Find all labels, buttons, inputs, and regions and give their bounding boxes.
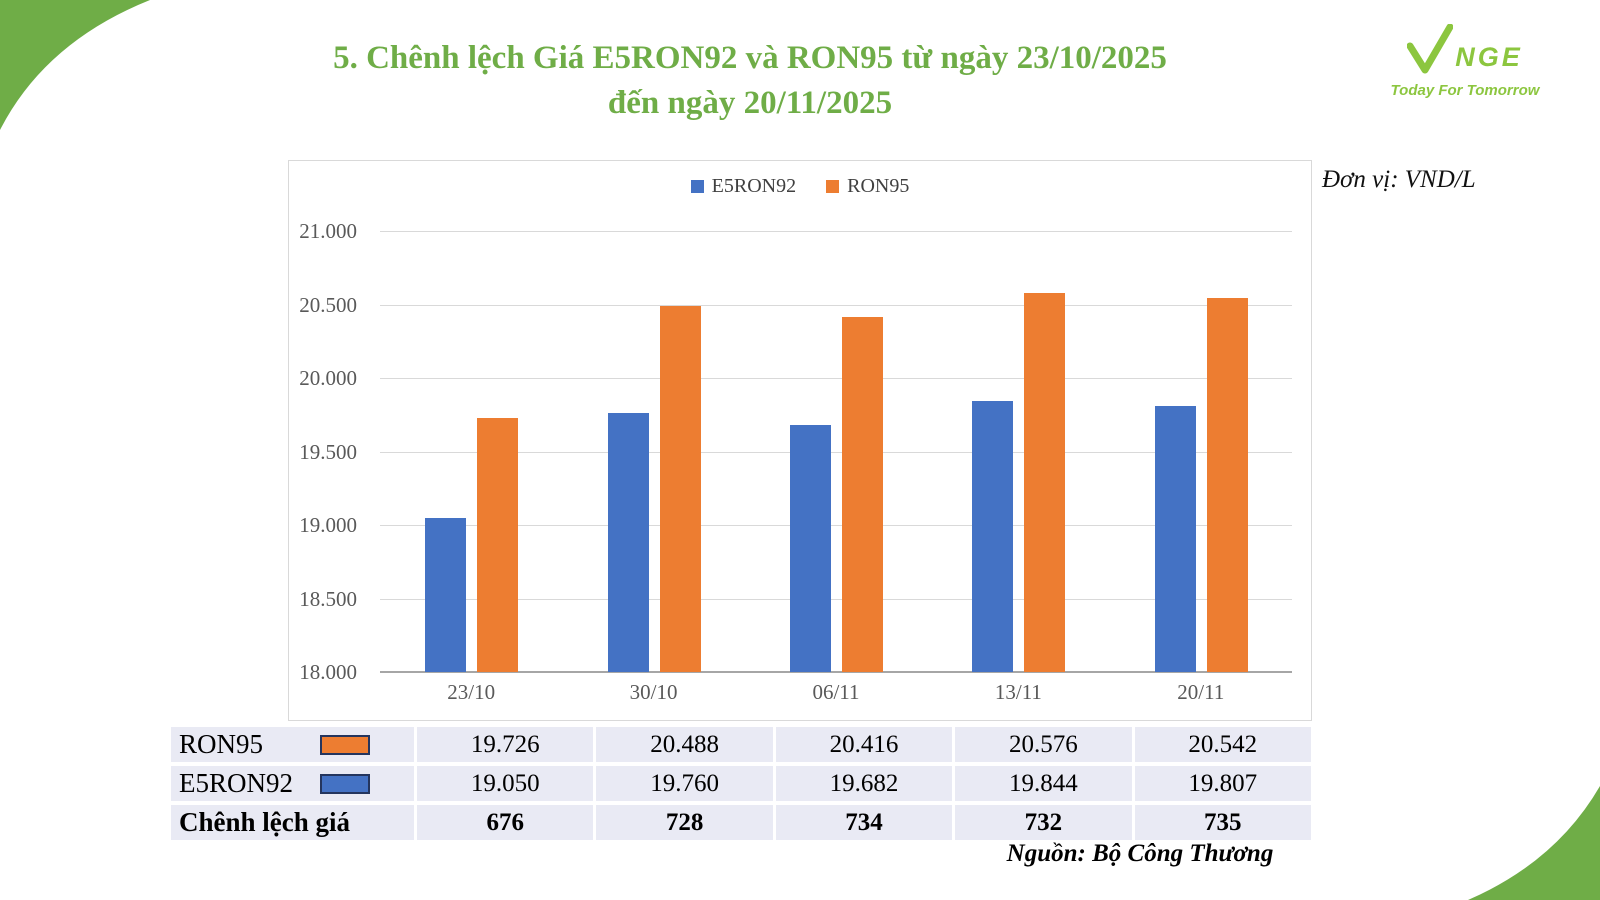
y-axis-tick-label: 18.000 bbox=[299, 660, 357, 684]
table-series-swatch bbox=[320, 773, 370, 794]
table-value-cell: 734 bbox=[775, 805, 953, 840]
y-axis-tick-label: 20.000 bbox=[299, 366, 357, 390]
table-value-cell: 20.416 bbox=[775, 727, 953, 762]
table-value-cell: 20.542 bbox=[1134, 727, 1311, 762]
source-label: Nguồn: Bộ Công Thương bbox=[1006, 840, 1274, 867]
y-axis-tick-label: 19.500 bbox=[299, 439, 357, 464]
logo-check-icon bbox=[1407, 24, 1454, 74]
table-value-cell: 732 bbox=[955, 805, 1132, 840]
table-row-label-text: Chênh lệch giá bbox=[179, 807, 351, 837]
bar-ron95 bbox=[1206, 298, 1248, 672]
y-axis-tick-label: 19.000 bbox=[299, 513, 357, 537]
y-axis-tick-label: 18.500 bbox=[299, 586, 357, 611]
gridline bbox=[380, 525, 1292, 526]
bar-e5ron92 bbox=[1154, 406, 1196, 672]
gridline bbox=[380, 304, 1292, 306]
table-row-label-text: E5RON92 bbox=[179, 768, 293, 798]
legend-label: RON95 bbox=[847, 175, 910, 197]
table-row-label: RON95 bbox=[171, 727, 414, 762]
top-left-swoosh bbox=[0, 0, 150, 130]
bar-ron95 bbox=[659, 306, 701, 672]
x-axis-label: 30/10 bbox=[629, 680, 678, 704]
gridline bbox=[380, 598, 1292, 600]
bar-e5ron92 bbox=[972, 400, 1014, 672]
table-value-cell: 19.844 bbox=[955, 766, 1132, 801]
table-value-cell: 728 bbox=[596, 805, 773, 840]
ron95-legend-swatch bbox=[826, 180, 840, 193]
x-axis-label: 20/11 bbox=[1177, 680, 1225, 704]
bar-e5ron92 bbox=[425, 517, 467, 672]
bar-ron95 bbox=[477, 418, 519, 672]
table-value-cell: 19.726 bbox=[417, 727, 594, 762]
table-value-cell: 676 bbox=[417, 805, 594, 840]
bar-e5ron92 bbox=[790, 424, 831, 672]
table-row-label-text: RON95 bbox=[179, 729, 264, 759]
e5ron92-legend-swatch bbox=[690, 180, 704, 193]
bottom-right-swoosh bbox=[1468, 786, 1600, 900]
slide-title-line2: đến ngày 20/11/2025 bbox=[607, 85, 893, 121]
gridline bbox=[380, 378, 1292, 379]
table-value-cell: 20.576 bbox=[955, 727, 1132, 762]
table-value-cell: 20.488 bbox=[596, 727, 773, 762]
table-value-cell: 19.760 bbox=[596, 766, 773, 801]
unit-label: Đơn vị: VND/L bbox=[1322, 166, 1476, 193]
x-axis-label: 13/11 bbox=[994, 680, 1042, 704]
x-axis-label: 23/10 bbox=[447, 680, 496, 704]
bar-ron95 bbox=[1024, 293, 1066, 672]
table-value-cell: 735 bbox=[1134, 805, 1311, 840]
legend-item-ron95: RON95 bbox=[826, 175, 909, 198]
table-series-swatch bbox=[320, 734, 370, 755]
y-axis-tick-label: 21.000 bbox=[299, 219, 357, 243]
legend-item-e5ron92: E5RON92 bbox=[690, 175, 797, 198]
bar-ron95 bbox=[842, 316, 883, 672]
gridline bbox=[380, 451, 1292, 453]
table-value-cell: 19.682 bbox=[775, 766, 953, 801]
bar-e5ron92 bbox=[607, 413, 649, 672]
slide-title-line1: 5. Chênh lệch Giá E5RON92 và RON95 từ ng… bbox=[333, 40, 1167, 76]
table-value-cell: 19.807 bbox=[1134, 766, 1311, 801]
legend-label: E5RON92 bbox=[711, 175, 797, 197]
logo-text: NGE bbox=[1455, 42, 1523, 72]
table-row-label: E5RON92 bbox=[171, 766, 414, 801]
table-row-label: Chênh lệch giá bbox=[171, 805, 414, 840]
price-table: RON95 19.726 20.488 20.416 20.576 20.542 E5RON… bbox=[171, 727, 1311, 840]
slide-title: 5. Chênh lệch Giá E5RON92 và RON95 từ ng… bbox=[200, 36, 1300, 126]
x-axis-line bbox=[380, 671, 1292, 673]
chart-legend: E5RON92 RON95 bbox=[289, 175, 1311, 198]
logo: NGE Today For Tomorrow bbox=[1370, 24, 1560, 99]
bar-chart: E5RON92 RON95 18.000 18.500 19.000 19.500 20.… bbox=[288, 160, 1312, 721]
gridline bbox=[380, 231, 1292, 232]
logo-tagline: Today For Tomorrow bbox=[1390, 82, 1540, 99]
x-axis-label: 06/11 bbox=[812, 680, 860, 704]
table-value-cell: 19.050 bbox=[417, 766, 594, 801]
y-axis-tick-label: 20.500 bbox=[299, 292, 357, 317]
logo-brand: NGE bbox=[1370, 24, 1560, 74]
